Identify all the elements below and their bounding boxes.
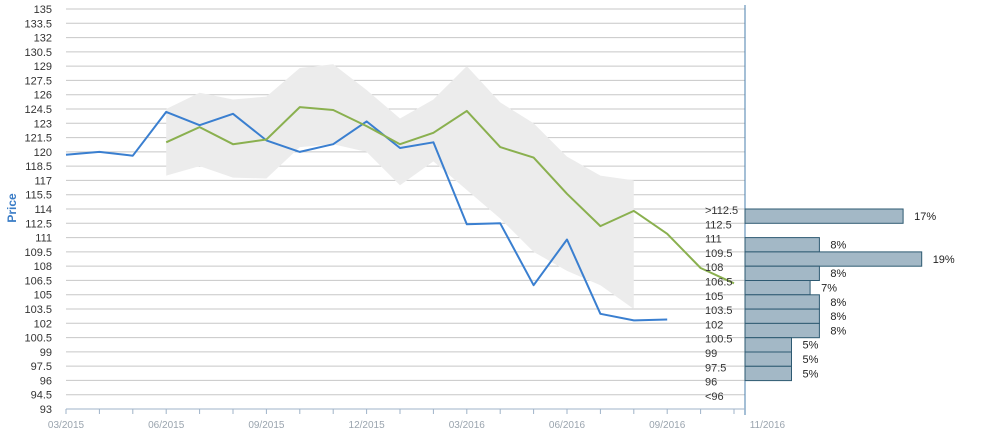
y-tick-label: 100.5: [24, 333, 52, 345]
histogram-bin-label: 111: [705, 234, 722, 246]
average-forecast-line: [165, 106, 735, 285]
series-lines: [65, 106, 735, 322]
y-tick-label: 103.5: [24, 304, 52, 316]
histogram-bin-label: 96: [705, 377, 717, 389]
histogram-bin-label: 112.5: [705, 219, 732, 231]
histogram-bar: [744, 322, 820, 339]
grid-lines: [66, 8, 745, 410]
y-tick-label: 112.5: [25, 218, 52, 230]
y-tick-label: 99: [40, 347, 52, 359]
histogram-bar: [744, 280, 811, 296]
y-tick-labels: 135 133.5 132 130.5 129 127.5 126 124.5 123 121.5…: [24, 4, 52, 416]
y-tick-label: 115.5: [25, 190, 52, 202]
histogram-bar: [744, 265, 820, 282]
histogram-bin-label: >112.5: [705, 205, 738, 217]
y-tick-label: 135: [34, 4, 52, 16]
histogram-bar: [744, 294, 820, 310]
x-tick-label: 09/2016: [649, 420, 686, 431]
y-tick-label: 96: [40, 375, 52, 387]
histogram-bar: [744, 337, 792, 353]
histogram-percent-label: 8%: [830, 311, 846, 323]
y-tick-label: 106.5: [24, 275, 52, 287]
y-axis-label: Price: [5, 193, 19, 223]
y-tick-label: 129: [34, 61, 52, 73]
forecast-band: [166, 64, 634, 309]
histogram-bin-label: 100.5: [705, 334, 733, 346]
y-tick-label: 109.5: [24, 247, 52, 259]
histogram-bin-label: 103.5: [705, 305, 733, 317]
histogram-percent-label: 8%: [830, 325, 846, 337]
x-tick-label: 03/2016: [449, 420, 486, 431]
histogram-bar: [744, 365, 792, 382]
x-tick-label: 11/2016: [750, 420, 786, 431]
forecast-range-area: [166, 64, 634, 309]
y-tick-label: 97.5: [31, 361, 52, 373]
histogram-bin-label: <96: [705, 391, 724, 403]
x-tick-label: 03/2015: [48, 420, 85, 431]
y-tick-label: 102: [34, 318, 52, 330]
y-tick-label: 120: [34, 147, 52, 159]
y-tick-label: 127.5: [24, 75, 52, 87]
y-tick-label: 130.5: [24, 47, 52, 59]
histogram-bar: [744, 208, 904, 224]
y-tick-label: 123: [34, 118, 52, 130]
y-tick-label: 126: [34, 90, 52, 102]
x-tick-label: 09/2015: [248, 420, 285, 431]
x-tick-label: 06/2016: [549, 420, 586, 431]
histogram-bin-label: 102: [705, 319, 723, 331]
histogram-percent-label: 19%: [933, 254, 955, 266]
histogram-bar: [744, 237, 820, 253]
histogram-bin-label: 109.5: [705, 248, 733, 260]
histogram-bar: [744, 351, 792, 367]
x-tick-label: 12/2015: [349, 420, 386, 431]
histogram-bin-label: 106.5: [705, 277, 733, 289]
y-tick-label: 108: [34, 261, 52, 273]
histogram-bin-label: 105: [705, 291, 723, 303]
histogram-percent-label: 5%: [803, 354, 819, 366]
histogram-percent-label: 5%: [803, 340, 819, 352]
histogram-percent-label: 17%: [914, 211, 936, 223]
histogram-bar: [744, 251, 923, 267]
histogram-bin-label: 97.5: [705, 362, 726, 374]
y-tick-label: 124.5: [24, 104, 52, 116]
histogram-bar: [744, 308, 820, 324]
y-tick-label: 111: [35, 233, 52, 245]
forecast-histogram: >112.5 17% 112.5 111 8% 109.5 19% 108 8% 106.5 7% 1…: [705, 205, 955, 403]
y-tick-label: 117: [34, 175, 52, 187]
price-line: [65, 110, 668, 322]
y-tick-label: 114: [34, 204, 52, 216]
y-tick-label: 133.5: [24, 18, 52, 30]
x-tick-label: 06/2015: [148, 420, 185, 431]
y-tick-label: 121.5: [24, 133, 52, 145]
y-tick-label: 94.5: [31, 390, 52, 402]
y-tick-label: 93: [40, 404, 52, 416]
histogram-bin-label: 108: [705, 262, 723, 274]
histogram-percent-label: 8%: [830, 297, 846, 309]
histogram-percent-label: 7%: [821, 283, 837, 295]
y-tick-label: 118.5: [25, 161, 52, 173]
histogram-percent-label: 5%: [803, 368, 819, 380]
y-tick-label: 105: [34, 290, 52, 302]
y-tick-label: 132: [34, 33, 52, 45]
histogram-percent-label: 8%: [830, 268, 846, 280]
histogram-percent-label: 8%: [830, 240, 846, 252]
histogram-bin-label: 99: [705, 348, 717, 360]
x-tick-labels: 03/2015 06/2015 09/2015 12/2015 03/2016 06/20…: [48, 420, 786, 431]
